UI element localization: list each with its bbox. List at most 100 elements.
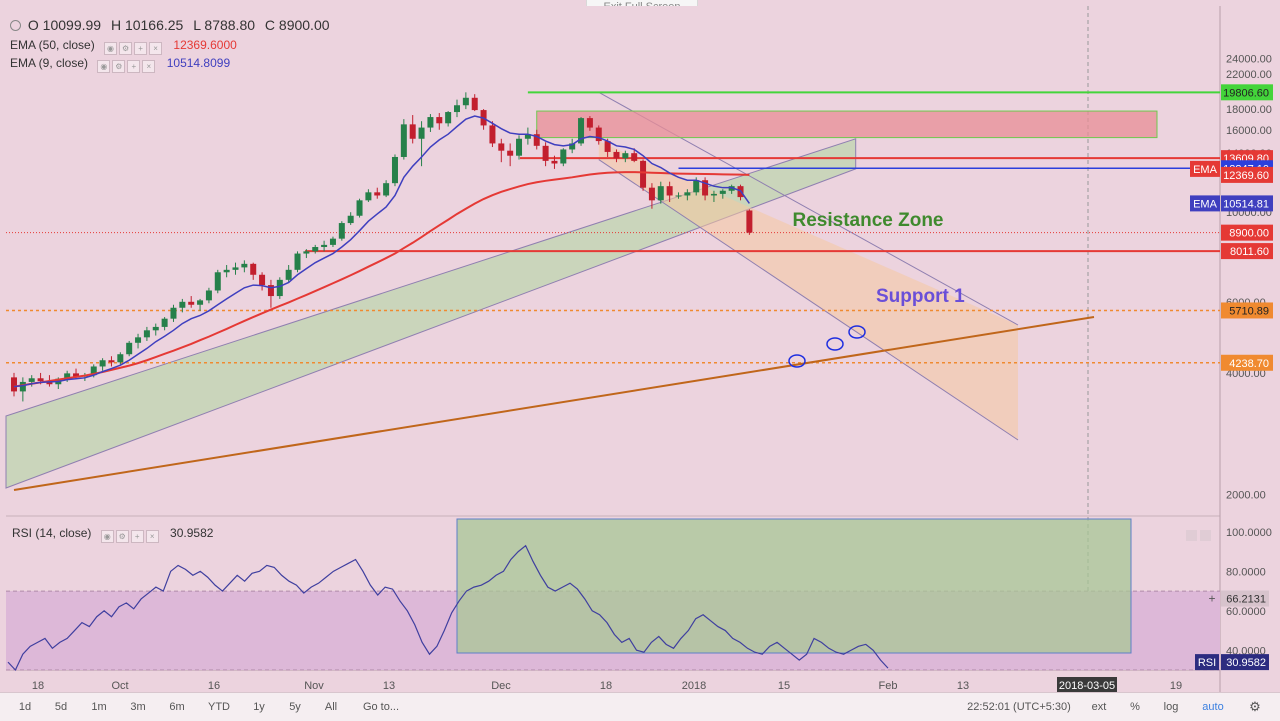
- settings-icon[interactable]: ⚙: [112, 60, 126, 73]
- price-tick: 22000.00: [1226, 69, 1272, 81]
- candle-body: [329, 238, 336, 245]
- ext-toggle[interactable]: ext: [1091, 701, 1107, 713]
- range-6m[interactable]: 6m: [169, 701, 185, 713]
- candle-body: [356, 200, 363, 216]
- candle-body: [383, 183, 390, 196]
- candle-body: [746, 210, 753, 233]
- price-tag: 4238.70: [1229, 358, 1269, 370]
- range-5y[interactable]: 5y: [289, 701, 301, 713]
- date-tick: Feb: [879, 680, 898, 692]
- candle-body: [436, 117, 443, 124]
- candle-body: [232, 267, 239, 270]
- rsi-label: RSI (14, close): [12, 526, 92, 540]
- candle-body: [489, 125, 496, 144]
- candle-body: [507, 150, 514, 156]
- close-icon[interactable]: ×: [145, 530, 159, 543]
- pane-up-icon[interactable]: [1186, 530, 1197, 541]
- add-icon[interactable]: +: [130, 530, 144, 543]
- date-tick: 15: [778, 680, 790, 692]
- candle-body: [108, 360, 115, 363]
- eye-icon[interactable]: ◉: [97, 60, 111, 73]
- date-tick: 2018: [682, 680, 706, 692]
- candle-body: [205, 290, 212, 301]
- candle-body: [28, 378, 35, 382]
- eye-icon[interactable]: ◉: [100, 530, 114, 543]
- candle-body: [312, 247, 319, 252]
- candle-body: [666, 186, 673, 196]
- close-icon[interactable]: ×: [149, 42, 163, 55]
- add-icon[interactable]: +: [127, 60, 141, 73]
- candle-body: [462, 97, 469, 106]
- candle-body: [569, 143, 576, 150]
- date-tick: 18: [600, 680, 612, 692]
- descending-channel-fill: [598, 141, 1018, 440]
- candle-body: [471, 97, 478, 111]
- price-tick: 2000.00: [1226, 490, 1266, 502]
- rsi-tick: 60.0000: [1226, 606, 1266, 618]
- settings-icon[interactable]: ⚙: [119, 42, 133, 55]
- candle-body: [303, 251, 310, 254]
- range-1y[interactable]: 1y: [253, 701, 265, 713]
- ema-lines: [13, 115, 750, 388]
- ema50-line: [13, 171, 750, 388]
- ema50-legend: EMA (50, close) ◉ ⚙ + × 12369.6000: [10, 38, 237, 55]
- candle-body: [551, 160, 558, 164]
- rsi-highlight-box: [456, 518, 1132, 654]
- auto-toggle[interactable]: auto: [1202, 701, 1224, 713]
- ema50-controls: ◉ ⚙ + ×: [104, 38, 164, 55]
- log-toggle[interactable]: log: [1163, 701, 1179, 713]
- ema50-label: EMA (50, close): [10, 38, 95, 52]
- candle-body: [604, 141, 611, 152]
- candle-body: [710, 193, 717, 196]
- candle-body: [250, 263, 257, 275]
- price-axis: 24000.0022000.0018000.0016000.0014000.00…: [1190, 6, 1280, 516]
- range-1m[interactable]: 1m: [91, 701, 107, 713]
- percent-toggle[interactable]: %: [1130, 701, 1140, 713]
- candle-body: [64, 373, 71, 379]
- price-tag: 19806.60: [1223, 87, 1269, 99]
- settings-gear-icon[interactable]: ⚙: [1249, 699, 1261, 714]
- candle-body: [586, 118, 593, 128]
- candle-body: [347, 215, 354, 224]
- pane-maximize-icon[interactable]: [1200, 530, 1211, 541]
- price-tick: 4000.00: [1226, 368, 1266, 380]
- candle-body: [684, 192, 691, 196]
- add-icon[interactable]: +: [134, 42, 148, 55]
- rsi-tag: 30.9582: [1226, 657, 1266, 669]
- range-3m[interactable]: 3m: [130, 701, 146, 713]
- date-tick: Oct: [111, 680, 128, 692]
- ohlc-high: H 10166.25: [110, 17, 184, 33]
- candle-body: [99, 360, 106, 367]
- price-tag: 10514.81: [1223, 198, 1269, 210]
- candle-body: [400, 124, 407, 157]
- ema9-line: [13, 115, 750, 388]
- date-tick: 18: [32, 680, 44, 692]
- ema-tag-bg: [1190, 195, 1220, 212]
- candle-body: [631, 153, 638, 161]
- range-5d[interactable]: 5d: [54, 701, 68, 713]
- candle-body: [223, 269, 230, 273]
- ema9-value: 10514.8099: [166, 56, 231, 70]
- close-icon[interactable]: ×: [142, 60, 156, 73]
- price-tag-bg: [1221, 243, 1273, 260]
- ema50-value: 12369.6000: [173, 38, 237, 52]
- candle-body: [409, 124, 416, 139]
- eye-icon[interactable]: ◉: [104, 42, 118, 55]
- range-ytd[interactable]: YTD: [208, 701, 230, 713]
- date-tick: 19: [1170, 680, 1182, 692]
- settings-icon[interactable]: ⚙: [115, 530, 129, 543]
- price-chart[interactable]: Resistance Zone Support 1 24000.00 22000.0…: [0, 0, 1280, 692]
- date-tick: Dec: [491, 680, 511, 692]
- candle-body: [542, 145, 549, 161]
- candle-body: [675, 195, 682, 197]
- crosshair-date: 2018-03-05: [1059, 680, 1115, 692]
- range-1d[interactable]: 1d: [18, 701, 32, 713]
- rsi-legend: RSI (14, close) ◉ ⚙ + × 30.9582: [12, 526, 213, 543]
- range-all[interactable]: All: [324, 701, 338, 713]
- candle-body: [648, 187, 655, 201]
- candle-body: [90, 366, 97, 376]
- goto-button[interactable]: Go to...: [362, 701, 400, 713]
- support-trendline: [13, 316, 1095, 491]
- ohlc-open: O 10099.99: [27, 17, 102, 33]
- candle-body: [126, 342, 133, 355]
